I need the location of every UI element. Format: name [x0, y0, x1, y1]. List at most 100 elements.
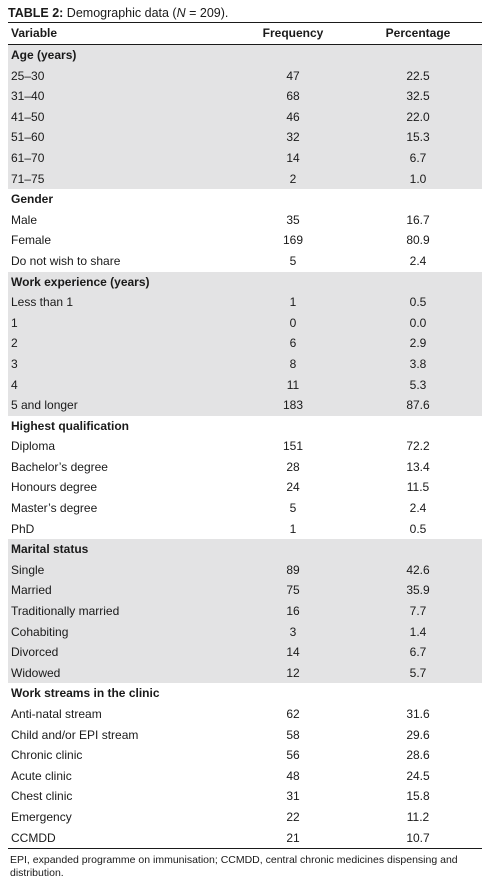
percentage-cell: 15.8	[406, 789, 430, 804]
percentage-cell: 13.4	[406, 459, 430, 474]
table-row: Male 35 16.7	[8, 210, 482, 231]
table-row: Widowed 12 5.7	[8, 662, 482, 684]
variable-cell: 31–40	[11, 89, 45, 104]
percentage-cell: 15.3	[406, 130, 430, 145]
table-row: Emergency 22 11.2	[8, 807, 482, 828]
frequency-cell: 56	[286, 748, 300, 763]
section-title: Highest qualification	[11, 418, 130, 433]
table-row: 3 8 3.8	[8, 353, 482, 375]
table-row: 51–60 32 15.3	[8, 127, 482, 148]
table-row: 4 11 5.3	[8, 374, 482, 396]
variable-cell: 1	[11, 315, 18, 330]
percentage-cell: 87.6	[406, 398, 430, 413]
variable-cell: 4	[11, 377, 18, 392]
percentage-cell: 3.8	[409, 356, 427, 371]
frequency-cell: 8	[289, 356, 297, 371]
table-body: Age (years) 25–30 47 22.5 31–40 68 32.5 41–50 46…	[8, 45, 482, 850]
variable-cell: Do not wish to share	[11, 253, 121, 268]
frequency-cell: 68	[286, 89, 300, 104]
percentage-cell: 0.0	[409, 315, 427, 330]
variable-cell: Cohabiting	[11, 624, 69, 639]
table-row: Bachelor’s degree 28 13.4	[8, 457, 482, 478]
section-header-row: Marital status	[8, 539, 482, 560]
frequency-cell: 89	[286, 562, 300, 577]
percentage-cell: 0.5	[409, 521, 427, 536]
percentage-cell: 1.4	[409, 624, 427, 639]
percentage-cell: 1.0	[409, 171, 427, 186]
percentage-cell: 24.5	[406, 768, 430, 783]
frequency-cell: 22	[286, 809, 300, 824]
variable-cell: 61–70	[11, 150, 45, 165]
table-row: PhD 1 0.5	[8, 519, 482, 540]
percentage-cell: 7.7	[409, 604, 427, 619]
frequency-cell: 47	[286, 68, 300, 83]
percentage-cell: 28.6	[406, 748, 430, 763]
table-row: 2 6 2.9	[8, 333, 482, 354]
frequency-cell: 0	[289, 315, 297, 330]
section-title: Age (years)	[11, 48, 77, 62]
percentage-cell: 32.5	[406, 89, 430, 104]
percentage-cell: 11.5	[406, 480, 430, 495]
header-frequency: Frequency	[262, 26, 324, 40]
frequency-cell: 151	[282, 439, 304, 454]
table-row: Honours degree 24 11.5	[8, 477, 482, 498]
table-row: 41–50 46 22.0	[8, 106, 482, 128]
header-variable: Variable	[11, 26, 58, 40]
percentage-cell: 31.6	[406, 707, 430, 721]
variable-cell: Divorced	[11, 645, 59, 660]
percentage-cell: 5.7	[409, 665, 427, 680]
variable-cell: Widowed	[11, 665, 61, 680]
caption-text: Demographic data (	[63, 6, 177, 20]
frequency-cell: 3	[289, 624, 297, 639]
variable-cell: 2	[11, 336, 18, 351]
table-row: Cohabiting 3 1.4	[8, 621, 482, 643]
table-row: Female 169 80.9	[8, 230, 482, 251]
table-row: 25–30 47 22.5	[8, 65, 482, 87]
table-row: Do not wish to share 5 2.4	[8, 251, 482, 272]
percentage-cell: 16.7	[406, 212, 430, 227]
variable-cell: 25–30	[11, 68, 45, 83]
frequency-cell: 35	[286, 212, 300, 227]
variable-cell: Anti-natal stream	[11, 707, 102, 721]
frequency-cell: 14	[286, 150, 300, 165]
section-title: Work experience (years)	[11, 274, 150, 289]
table-row: 61–70 14 6.7	[8, 147, 482, 169]
table-row: Chronic clinic 56 28.6	[8, 745, 482, 766]
table-row: Acute clinic 48 24.5	[8, 766, 482, 787]
variable-cell: Bachelor’s degree	[11, 459, 108, 474]
section-title: Gender	[11, 192, 54, 207]
variable-cell: Traditionally married	[11, 604, 120, 619]
table-row: Child and/or EPI stream 58 29.6	[8, 725, 482, 746]
table-number: TABLE 2:	[8, 6, 64, 20]
variable-cell: Child and/or EPI stream	[11, 727, 139, 742]
section-title: Marital status	[11, 542, 89, 557]
percentage-cell: 80.9	[406, 233, 430, 248]
variable-cell: Acute clinic	[11, 768, 72, 783]
frequency-cell: 12	[286, 665, 300, 680]
variable-cell: Emergency	[11, 809, 72, 824]
variable-cell: 51–60	[11, 130, 45, 145]
frequency-cell: 48	[286, 768, 300, 783]
percentage-cell: 35.9	[406, 583, 430, 598]
variable-cell: Chronic clinic	[11, 748, 83, 763]
variable-cell: Chest clinic	[11, 789, 73, 804]
frequency-cell: 2	[289, 171, 297, 186]
percentage-cell: 10.7	[406, 830, 430, 845]
variable-cell: Female	[11, 233, 52, 248]
table-row: Diploma 151 72.2	[8, 436, 482, 457]
section-header-row: Age (years)	[8, 45, 482, 66]
percentage-cell: 11.2	[406, 809, 430, 824]
frequency-cell: 32	[286, 130, 300, 145]
frequency-cell: 11	[286, 377, 300, 392]
table-row: 1 0 0.0	[8, 312, 482, 334]
header-percentage: Percentage	[385, 26, 451, 40]
section-header-row: Work experience (years)	[8, 271, 482, 293]
variable-cell: Single	[11, 562, 45, 577]
table-row: Divorced 14 6.7	[8, 642, 482, 663]
table-footnote: EPI, expanded programme on immunisation;…	[10, 854, 458, 880]
variable-cell: Master’s degree	[11, 501, 98, 516]
variable-cell: PhD	[11, 521, 35, 536]
caption-n-variable: N	[176, 6, 186, 20]
table-row: CCMDD 21 10.7	[8, 828, 482, 849]
percentage-cell: 72.2	[406, 439, 430, 454]
